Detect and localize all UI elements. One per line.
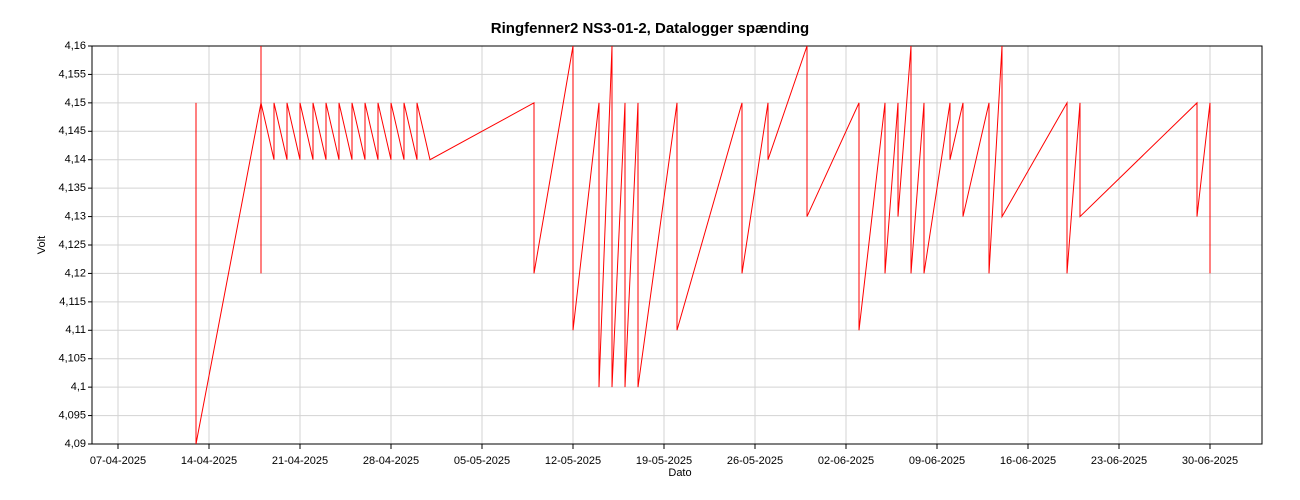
x-tick-label: 16-06-2025 (1000, 455, 1056, 467)
y-axis-label: Volt (36, 236, 48, 254)
x-axis-label: Dato (668, 467, 691, 479)
x-tick-label: 23-06-2025 (1091, 455, 1147, 467)
plot-frame (91, 45, 1263, 445)
x-tick-label: 30-06-2025 (1182, 455, 1238, 467)
y-tick-label: 4,16 (65, 40, 86, 52)
x-tick-label: 14-04-2025 (181, 455, 237, 467)
x-tick-label: 26-05-2025 (727, 455, 783, 467)
y-tick-label: 4,13 (65, 210, 86, 222)
y-tick-label: 4,115 (59, 296, 86, 308)
y-tick-label: 4,155 (58, 68, 86, 80)
x-tick-label: 19-05-2025 (636, 455, 692, 467)
y-tick-label: 4,145 (58, 125, 86, 137)
x-tick-label: 05-05-2025 (454, 455, 510, 467)
y-tick-label: 4,11 (65, 324, 86, 336)
y-tick-label: 4,125 (58, 239, 86, 251)
y-tick-label: 4,15 (65, 97, 86, 109)
chart-title: Ringfenner2 NS3-01-2, Datalogger spændin… (491, 20, 809, 37)
x-tick-label: 12-05-2025 (545, 455, 601, 467)
x-tick-label: 07-04-2025 (90, 455, 146, 467)
x-tick-label: 02-06-2025 (818, 455, 874, 467)
y-tick-label: 4,135 (58, 182, 86, 194)
x-tick-label: 21-04-2025 (272, 455, 328, 467)
y-tick-label: 4,105 (58, 353, 86, 365)
y-tick-label: 4,14 (65, 154, 86, 166)
x-tick-label: 28-04-2025 (363, 455, 419, 467)
y-tick-label: 4,095 (58, 409, 86, 421)
y-tick-label: 4,09 (65, 438, 86, 450)
x-tick-label: 09-06-2025 (909, 455, 965, 467)
data-line (195, 45, 1211, 445)
y-tick-label: 4,12 (65, 267, 86, 279)
y-tick-label: 4,1 (71, 381, 86, 393)
